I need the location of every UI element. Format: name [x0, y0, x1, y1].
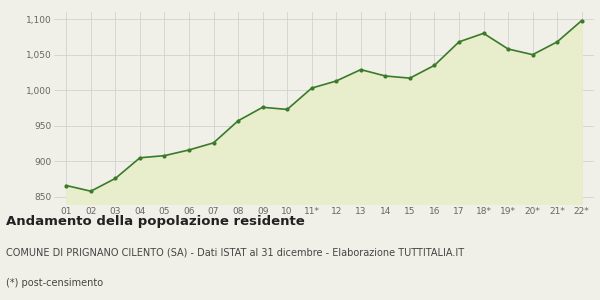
Text: COMUNE DI PRIGNANO CILENTO (SA) - Dati ISTAT al 31 dicembre - Elaborazione TUTTI: COMUNE DI PRIGNANO CILENTO (SA) - Dati I…: [6, 248, 464, 257]
Text: Andamento della popolazione residente: Andamento della popolazione residente: [6, 214, 305, 227]
Text: (*) post-censimento: (*) post-censimento: [6, 278, 103, 287]
